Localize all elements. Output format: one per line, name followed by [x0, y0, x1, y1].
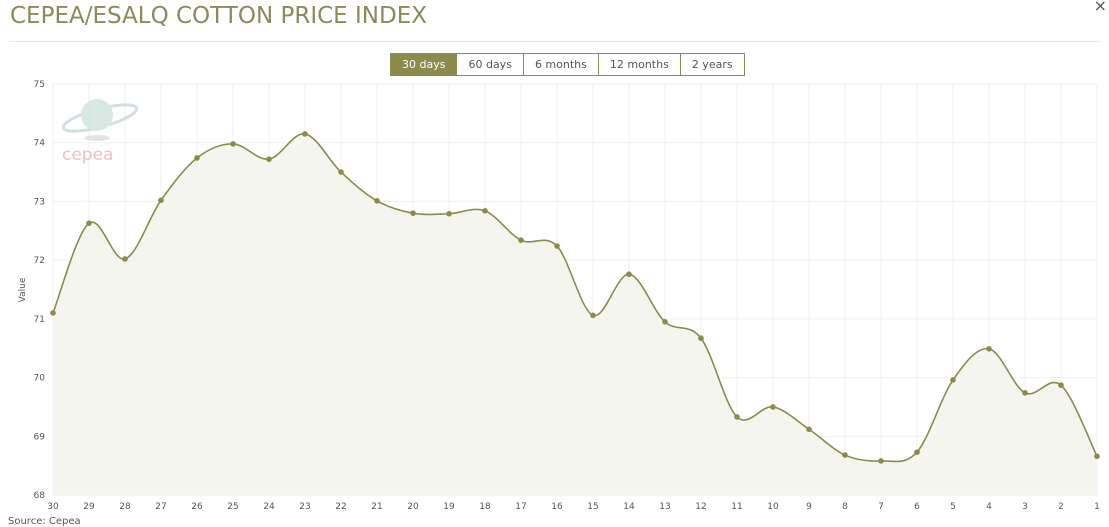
x-tick-label: 16: [551, 502, 563, 512]
data-point[interactable]: [518, 237, 524, 243]
close-button[interactable]: ×: [1093, 0, 1107, 15]
x-tick-label: 13: [659, 502, 670, 512]
x-tick-label: 2: [1058, 502, 1064, 512]
data-point[interactable]: [626, 271, 632, 278]
x-tick-label: 24: [263, 502, 275, 512]
x-tick-label: 25: [227, 502, 238, 512]
data-point[interactable]: [50, 310, 56, 316]
data-point[interactable]: [914, 449, 920, 455]
y-tick-label: 71: [34, 315, 45, 325]
x-tick-label: 10: [767, 502, 779, 512]
x-tick-label: 1: [1094, 502, 1100, 512]
data-point[interactable]: [986, 346, 992, 352]
x-tick-label: 23: [299, 502, 310, 512]
range-60-days-button[interactable]: 60 days: [456, 54, 522, 75]
data-point[interactable]: [662, 318, 668, 325]
series-line: [52, 133, 1098, 463]
x-tick-label: 7: [878, 502, 884, 512]
range-30-days-button[interactable]: 30 days: [391, 54, 457, 75]
cepea-logo: cepea: [61, 99, 139, 165]
data-point[interactable]: [158, 197, 164, 204]
x-tick-label: 28: [119, 502, 131, 512]
logo-text: cepea: [62, 145, 113, 165]
x-tick-label: 11: [731, 502, 742, 512]
divider: [10, 41, 1101, 42]
x-tick-label: 9: [806, 502, 812, 512]
y-axis-label: Value: [18, 277, 28, 302]
data-point[interactable]: [770, 404, 776, 410]
data-point[interactable]: [590, 312, 596, 319]
x-tick-label: 15: [587, 502, 598, 512]
x-tick-label: 4: [986, 502, 992, 512]
data-point[interactable]: [482, 208, 488, 214]
data-point[interactable]: [554, 243, 560, 249]
x-tick-label: 8: [842, 502, 848, 512]
data-point[interactable]: [1058, 382, 1064, 389]
data-point[interactable]: [1022, 390, 1028, 396]
page-title: CEPEA/ESALQ COTTON PRICE INDEX: [10, 3, 427, 29]
data-point[interactable]: [374, 198, 380, 204]
x-tick-label: 18: [479, 502, 491, 512]
x-tick-label: 26: [191, 502, 203, 512]
x-tick-label: 5: [950, 502, 956, 512]
x-tick-label: 19: [443, 502, 455, 512]
range-12-months-button[interactable]: 12 months: [597, 54, 680, 75]
range-6-months-button[interactable]: 6 months: [522, 54, 598, 75]
data-point[interactable]: [338, 169, 344, 175]
x-tick-label: 29: [83, 502, 95, 512]
x-tick-label: 30: [47, 502, 59, 512]
data-point[interactable]: [950, 377, 956, 383]
range-2-years-button[interactable]: 2 years: [679, 54, 744, 75]
x-tick-label: 21: [371, 502, 382, 512]
data-point[interactable]: [122, 256, 128, 262]
data-point[interactable]: [230, 141, 236, 147]
y-tick-label: 73: [34, 197, 45, 207]
x-tick-label: 6: [914, 502, 920, 512]
data-point[interactable]: [194, 155, 200, 161]
y-tick-label: 70: [34, 374, 46, 384]
y-tick-label: 75: [34, 80, 45, 90]
source-note: Source: Cepea: [8, 516, 81, 527]
data-point[interactable]: [1094, 453, 1100, 460]
range-selector: 30 days 60 days 6 months 12 months 2 yea…: [390, 53, 745, 76]
x-tick-label: 12: [695, 502, 706, 512]
data-point[interactable]: [806, 426, 812, 433]
data-point[interactable]: [734, 414, 740, 420]
data-point[interactable]: [302, 131, 308, 137]
y-tick-label: 69: [34, 432, 46, 442]
x-tick-label: 22: [335, 502, 346, 512]
data-point[interactable]: [446, 210, 452, 217]
y-tick-label: 72: [34, 256, 45, 266]
series-area: [53, 133, 1097, 495]
data-point[interactable]: [266, 156, 272, 162]
data-point[interactable]: [842, 452, 848, 458]
data-point[interactable]: [698, 335, 704, 342]
x-tick-label: 27: [155, 502, 166, 512]
x-tick-label: 14: [623, 502, 635, 512]
x-tick-label: 17: [515, 502, 526, 512]
y-tick-label: 68: [34, 491, 46, 501]
data-point[interactable]: [86, 220, 92, 226]
x-tick-label: 3: [1022, 502, 1028, 512]
x-tick-label: 20: [407, 502, 419, 512]
data-point[interactable]: [410, 210, 416, 216]
data-point[interactable]: [878, 458, 884, 464]
y-tick-label: 74: [34, 139, 46, 149]
